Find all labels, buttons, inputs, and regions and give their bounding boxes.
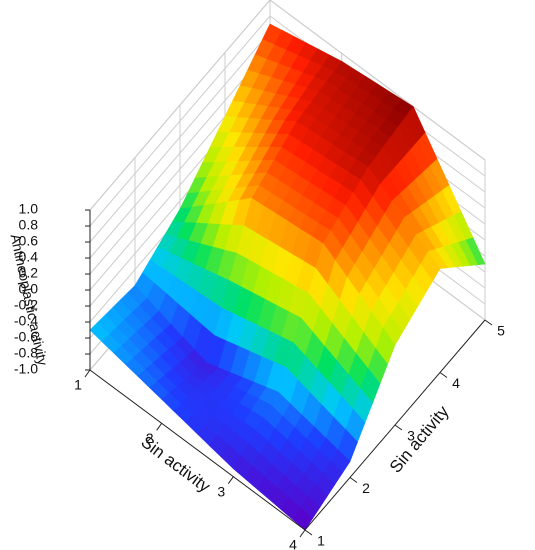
y-tick-label: 1 [317, 533, 325, 549]
z-tick-label: 1.0 [19, 201, 39, 217]
z-tick-label: 0.0 [19, 281, 39, 297]
z-tick-label: -0.2 [14, 297, 38, 313]
x-tick [227, 476, 234, 484]
z-tick-label: 0.8 [19, 217, 39, 233]
x-tick [299, 529, 306, 538]
surface [89, 23, 486, 531]
y-tick [304, 529, 313, 536]
x-tick-label: 3 [217, 483, 225, 499]
y-tick-label: 4 [452, 375, 460, 391]
y-tick [439, 372, 448, 378]
y-tick [394, 424, 403, 431]
x-tick-label: 2 [146, 430, 154, 446]
x-tick [156, 423, 163, 431]
x-tick-label: 4 [289, 537, 297, 550]
axes: -1.0-0.8-0.6-0.4-0.20.00.20.40.60.81.0 1 2… [14, 201, 505, 550]
y-tick [349, 477, 358, 483]
y-tick-label: 5 [497, 323, 505, 339]
z-tick-label: 0.6 [19, 233, 39, 249]
z-tick-label: -1.0 [14, 361, 38, 377]
x-tick-label: 1 [74, 377, 82, 393]
z-tick-label: 0.2 [19, 265, 39, 281]
y-tick-label: 3 [407, 428, 415, 444]
y-axis-label: Sin activity [386, 402, 453, 477]
x-tick [84, 369, 91, 378]
z-tick-label: -0.4 [14, 313, 38, 329]
y-tick [484, 319, 493, 326]
z-tick-label: 0.4 [19, 249, 39, 265]
x-axis-label: Sin activity [137, 432, 214, 496]
z-tick-label: -0.8 [14, 345, 38, 361]
y-tick-label: 2 [362, 480, 370, 496]
z-tick-label: -0.6 [14, 329, 38, 345]
